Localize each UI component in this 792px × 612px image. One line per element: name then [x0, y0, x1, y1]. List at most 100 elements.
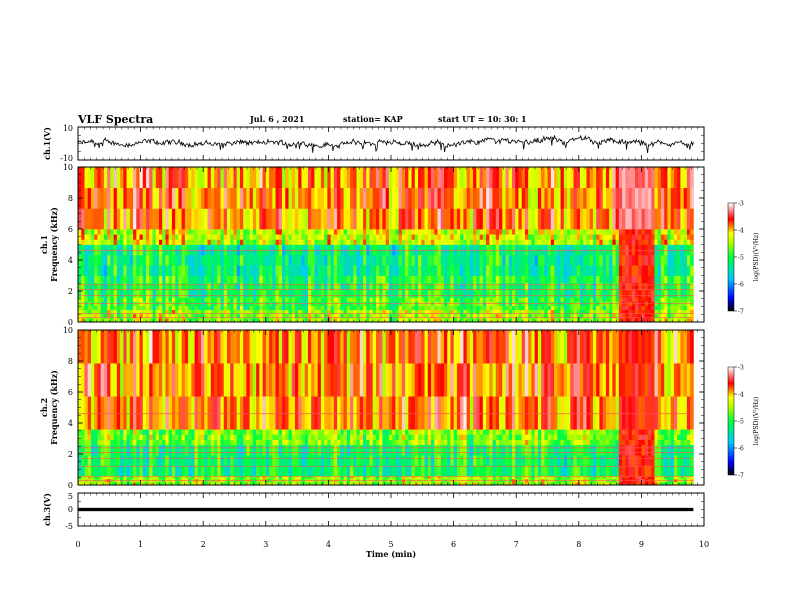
spectrogram-cell — [340, 234, 344, 240]
spectrogram-cell — [256, 229, 260, 235]
spectrogram-cell — [110, 208, 115, 230]
spectrogram-cell — [275, 282, 280, 291]
spectrogram-cell — [356, 396, 361, 430]
spectrogram-cell — [686, 317, 691, 323]
spectrogram-cell — [324, 439, 328, 446]
spectrogram-cell — [580, 313, 584, 319]
spectrogram-cell — [239, 305, 244, 310]
spectrogram-cell — [567, 234, 571, 240]
spectrogram-cell — [346, 208, 351, 230]
spectrogram-cell — [327, 254, 332, 266]
spectrogram-cell — [139, 465, 144, 477]
spectrogram-cell — [78, 297, 82, 302]
spectrogram-cell — [602, 234, 607, 240]
spectrogram-cell — [573, 244, 578, 256]
spectrogram-cell — [94, 187, 98, 209]
spectrogram-cell — [171, 396, 176, 430]
spectrogram-cell — [356, 481, 361, 486]
spectrogram-cell — [489, 309, 493, 315]
spectrogram-cell — [673, 309, 678, 315]
spectrogram-cell — [388, 282, 393, 291]
spectrogram-cell — [113, 234, 118, 240]
spectrogram-cell — [243, 297, 247, 302]
spectrogram-cell — [168, 317, 173, 323]
spectrogram-cell — [576, 289, 581, 298]
spectrogram-cell — [233, 244, 238, 256]
spectrogram-cell — [165, 229, 170, 235]
spectrogram-cell — [275, 305, 280, 310]
spectrogram-cell — [113, 254, 118, 266]
spectrogram-cell — [152, 465, 157, 477]
spectrogram-cell — [379, 313, 383, 319]
spectrogram-cell — [489, 254, 493, 266]
spectrogram-cell — [298, 396, 302, 430]
spectrogram-cell — [162, 429, 166, 435]
spectrogram-cell — [554, 275, 558, 284]
spectrogram-cell — [418, 289, 422, 298]
spectrogram-cell — [291, 429, 296, 435]
spectrogram-cell — [612, 239, 617, 245]
spectrogram-cell — [142, 297, 147, 302]
spectrogram-cell — [272, 244, 276, 256]
spectrogram-cell — [275, 444, 280, 456]
spectrogram-cell — [651, 317, 655, 323]
spectrogram-cell — [641, 208, 646, 230]
spectrogram-cell — [615, 313, 620, 319]
spectrogram-cell — [524, 234, 529, 240]
spectrogram-cell — [547, 254, 552, 266]
spectrogram-cell — [690, 244, 694, 256]
spectrogram-cell — [443, 234, 448, 240]
spectrogram-cell — [544, 229, 549, 235]
spectrogram-cell — [201, 363, 205, 397]
spectrogram-cell — [511, 208, 516, 230]
spectrogram-cell — [690, 317, 694, 323]
spectrogram-cell — [314, 481, 319, 486]
spectrogram-cell — [667, 244, 672, 256]
spectrogram-cell — [146, 167, 150, 189]
spectrogram-cell — [443, 297, 448, 302]
spectrogram-cell — [181, 444, 186, 456]
spectrogram-cell — [220, 465, 225, 477]
spectrogram-cell — [249, 475, 254, 480]
spectrogram-cell — [246, 309, 251, 315]
spectrogram-cell — [612, 313, 617, 319]
spectrogram-cell — [375, 297, 380, 302]
spectrogram-cell — [197, 275, 202, 284]
spectrogram-cell — [651, 305, 655, 310]
spectrogram-cell — [690, 208, 694, 230]
spectrogram-cell — [233, 297, 238, 302]
spectrogram-cell — [531, 275, 536, 284]
spectrogram-cell — [155, 282, 160, 291]
spectrogram-cell — [473, 297, 477, 302]
spectrogram-cell — [184, 439, 189, 446]
ch1-spectrogram-image — [78, 167, 694, 323]
spectrogram-cell — [171, 167, 176, 189]
spectrogram-cell — [90, 297, 95, 302]
spectrogram-cell — [139, 317, 144, 323]
spectrogram-cell — [473, 244, 477, 256]
spectrogram-cell — [592, 244, 597, 256]
spectrogram-cell — [408, 275, 412, 284]
spectrogram-cell — [304, 317, 309, 323]
spectrogram-cell — [330, 434, 335, 440]
spectrogram-cell — [301, 313, 306, 319]
spectrogram-cell — [188, 455, 192, 466]
spectrogram-cell — [369, 309, 374, 315]
spectrogram-cell — [155, 265, 160, 276]
spectrogram-cell — [246, 313, 251, 319]
spectrogram-cell — [90, 167, 95, 189]
spectrogram-cell — [654, 297, 659, 302]
spectrogram-cell — [149, 187, 153, 209]
spectrogram-cell — [210, 187, 215, 209]
spectrogram-cell — [136, 363, 140, 397]
spectrogram-cell — [304, 455, 309, 466]
spectrogram-cell — [350, 439, 354, 446]
spectrogram-cell — [84, 439, 89, 446]
spectrogram-cell — [359, 254, 364, 266]
spectrogram-cell — [314, 444, 319, 456]
spectrogram-cell — [505, 187, 510, 209]
spectrogram-cell — [495, 254, 500, 266]
spectrogram-cell — [518, 234, 523, 240]
spectrogram-cell — [602, 309, 607, 315]
spectrogram-cell — [602, 275, 607, 284]
